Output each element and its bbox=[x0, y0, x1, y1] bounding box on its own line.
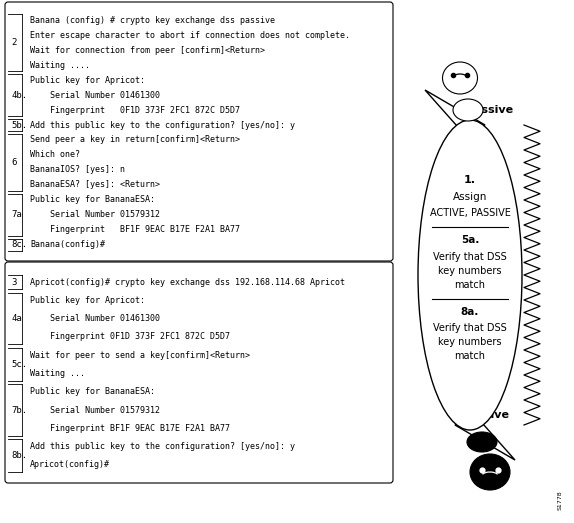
Text: Apricot(config)# crypto key exchange dss 192.168.114.68 Apricot: Apricot(config)# crypto key exchange dss… bbox=[30, 278, 345, 287]
Text: Banana (config) # crypto key exchange dss passive: Banana (config) # crypto key exchange ds… bbox=[30, 16, 275, 25]
Text: Fingerprint BF1F 9EAC B17E F2A1 BA77: Fingerprint BF1F 9EAC B17E F2A1 BA77 bbox=[30, 424, 230, 433]
Text: S1778: S1778 bbox=[557, 490, 563, 510]
Text: BananaESA? [yes]: <Return>: BananaESA? [yes]: <Return> bbox=[30, 180, 160, 189]
Text: Verify that DSS: Verify that DSS bbox=[433, 323, 507, 333]
Text: key numbers: key numbers bbox=[439, 266, 502, 276]
Text: 3: 3 bbox=[11, 278, 17, 287]
Text: match: match bbox=[455, 280, 486, 290]
Text: Assign: Assign bbox=[453, 192, 487, 202]
Text: Public key for BananaESA:: Public key for BananaESA: bbox=[30, 195, 155, 204]
Text: BananaIOS? [yes]: n: BananaIOS? [yes]: n bbox=[30, 165, 125, 174]
Text: match: match bbox=[455, 351, 486, 361]
Text: Add this public key to the configuration? [yes/no]: y: Add this public key to the configuration… bbox=[30, 120, 295, 130]
Text: Banana(config)#: Banana(config)# bbox=[30, 240, 105, 249]
Text: 7a: 7a bbox=[11, 210, 22, 219]
Text: 4b.: 4b. bbox=[11, 90, 27, 100]
Text: Verify that DSS: Verify that DSS bbox=[433, 252, 507, 262]
Text: Public key for Apricot:: Public key for Apricot: bbox=[30, 76, 145, 85]
Text: 5c.: 5c. bbox=[11, 360, 27, 369]
Text: Public key for Apricot:: Public key for Apricot: bbox=[30, 296, 145, 305]
Text: key numbers: key numbers bbox=[439, 337, 502, 347]
Polygon shape bbox=[455, 415, 515, 460]
FancyBboxPatch shape bbox=[5, 2, 393, 261]
Text: Public key for BananaESA:: Public key for BananaESA: bbox=[30, 387, 155, 396]
Text: 5a.: 5a. bbox=[461, 235, 479, 245]
Ellipse shape bbox=[453, 99, 483, 121]
Text: Serial Number 01579312: Serial Number 01579312 bbox=[30, 405, 160, 415]
Text: Serial Number 01579312: Serial Number 01579312 bbox=[30, 210, 160, 219]
Ellipse shape bbox=[443, 62, 478, 94]
Text: Serial Number 01461300: Serial Number 01461300 bbox=[30, 314, 160, 323]
Text: Waiting ...: Waiting ... bbox=[30, 369, 85, 378]
Text: 8c.: 8c. bbox=[11, 240, 27, 249]
Text: ACTIVE, PASSIVE: ACTIVE, PASSIVE bbox=[429, 208, 510, 218]
Text: Wait for peer to send a key[confirm]<Return>: Wait for peer to send a key[confirm]<Ret… bbox=[30, 351, 250, 360]
Ellipse shape bbox=[470, 454, 510, 490]
Text: Fingerprint   0F1D 373F 2FC1 872C D5D7: Fingerprint 0F1D 373F 2FC1 872C D5D7 bbox=[30, 106, 240, 115]
FancyBboxPatch shape bbox=[5, 262, 393, 483]
Ellipse shape bbox=[467, 432, 497, 452]
Text: 7b.: 7b. bbox=[11, 405, 27, 415]
Text: 4a: 4a bbox=[11, 314, 22, 323]
Text: Passive: Passive bbox=[467, 105, 514, 115]
Text: Serial Number 01461300: Serial Number 01461300 bbox=[30, 90, 160, 100]
Text: 8a.: 8a. bbox=[461, 307, 479, 317]
Text: Enter escape character to abort if connection does not complete.: Enter escape character to abort if conne… bbox=[30, 31, 350, 40]
Ellipse shape bbox=[418, 120, 522, 430]
Text: Fingerprint 0F1D 373F 2FC1 872C D5D7: Fingerprint 0F1D 373F 2FC1 872C D5D7 bbox=[30, 333, 230, 342]
Polygon shape bbox=[425, 90, 485, 135]
Text: 5b.: 5b. bbox=[11, 120, 27, 130]
Text: Send peer a key in return[confirm]<Return>: Send peer a key in return[confirm]<Retur… bbox=[30, 135, 240, 144]
Text: 2: 2 bbox=[11, 38, 17, 48]
Text: 8b.: 8b. bbox=[11, 451, 27, 460]
Text: Waiting ....: Waiting .... bbox=[30, 61, 90, 70]
Text: Which one?: Which one? bbox=[30, 151, 80, 160]
Text: 1.: 1. bbox=[464, 175, 476, 185]
Text: 6: 6 bbox=[11, 158, 17, 167]
Text: Wait for connection from peer [confirm]<Return>: Wait for connection from peer [confirm]<… bbox=[30, 46, 265, 55]
Text: Active: Active bbox=[471, 410, 510, 420]
Text: Apricot(config)#: Apricot(config)# bbox=[30, 460, 110, 469]
Text: Fingerprint   BF1F 9EAC B17E F2A1 BA77: Fingerprint BF1F 9EAC B17E F2A1 BA77 bbox=[30, 225, 240, 234]
Text: Add this public key to the configuration? [yes/no]: y: Add this public key to the configuration… bbox=[30, 442, 295, 451]
